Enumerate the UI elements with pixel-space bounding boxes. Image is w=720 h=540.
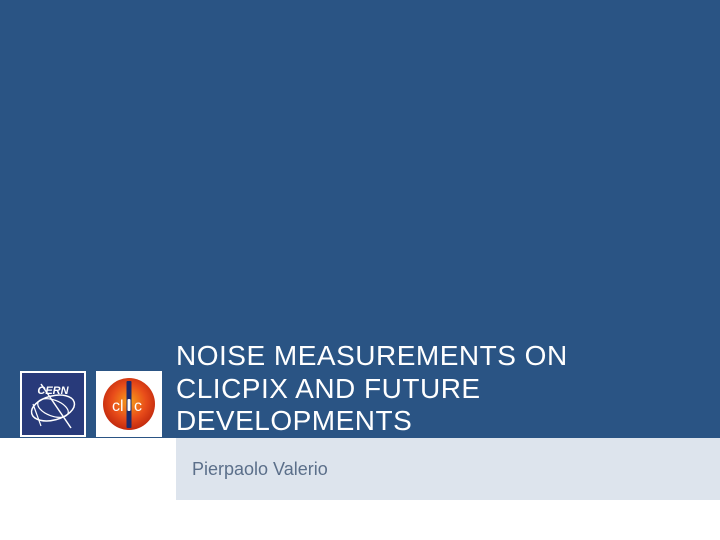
logo-row: CERN c l c [20,371,162,437]
author-name: Pierpaolo Valerio [192,459,328,480]
cern-logo: CERN [20,371,86,437]
svg-text:c: c [134,398,142,415]
cern-logo-icon: CERN [23,374,83,434]
clic-logo: c l c [96,371,162,437]
svg-text:l: l [120,398,124,415]
svg-text:c: c [112,398,120,415]
slide-title: NOISE MEASUREMENTS ON CLICPIX AND FUTURE… [176,340,676,437]
clic-logo-icon: c l c [98,373,160,435]
author-band: Pierpaolo Valerio [176,438,720,500]
svg-text:CERN: CERN [37,385,69,397]
